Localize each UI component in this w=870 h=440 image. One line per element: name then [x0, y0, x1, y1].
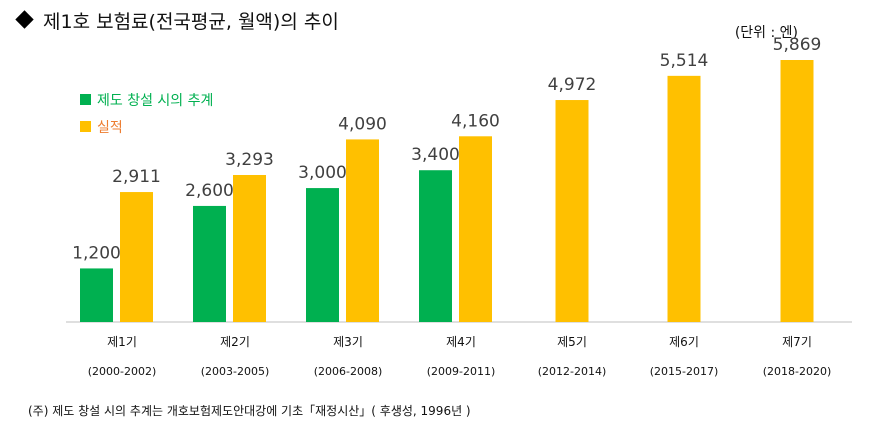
data-label-actual-6: 5,514: [660, 51, 709, 71]
unit-label: (단위 : 엔): [734, 25, 798, 41]
bar-actual-2: [233, 174, 266, 322]
legend-swatch-plan: [80, 94, 91, 105]
bar-actual-1: [120, 192, 153, 322]
x-tick-label-1: 제1기: [107, 335, 137, 349]
x-tick-label-5: 제5기: [557, 335, 587, 349]
bar-plan-4: [419, 170, 452, 322]
bar-actual-3: [346, 139, 379, 322]
x-period-label-1: (2000-2002): [88, 365, 157, 378]
bar-actual-7: [780, 60, 814, 322]
legend-item-actual: 실적: [80, 113, 213, 140]
data-label-actual-1: 2,911: [112, 167, 161, 187]
x-period-label-3: (2006-2008): [314, 365, 383, 378]
bar-actual-5: [555, 100, 589, 323]
chart-title-text: 제1호 보험료(전국평균, 월액)의 추이: [43, 11, 339, 33]
bar-actual-6: [667, 75, 701, 322]
x-tick-label-7: 제7기: [782, 335, 812, 349]
footnote: (주) 제도 창설 시의 추계는 개호보험제도안대강에 기초「재정시산」( 후생…: [28, 404, 471, 418]
legend: 제도 창설 시의 추계 실적: [80, 86, 213, 140]
data-label-actual-4: 4,160: [451, 111, 500, 131]
bar-plan-2: [193, 205, 226, 322]
x-period-label-7: (2018-2020): [763, 365, 832, 378]
data-label-actual-3: 4,090: [338, 114, 387, 134]
x-period-label-4: (2009-2011): [427, 365, 496, 378]
data-label-actual-2: 3,293: [225, 150, 274, 170]
bar-plan-3: [306, 188, 339, 322]
chart-title: 제1호 보험료(전국평균, 월액)의 추이: [14, 7, 339, 34]
legend-swatch-actual: [80, 121, 91, 132]
legend-item-plan: 제도 창설 시의 추계: [80, 86, 213, 113]
data-label-actual-7: 5,869: [773, 35, 822, 55]
bar-plan-1: [80, 268, 113, 322]
data-label-plan-3: 3,000: [298, 163, 347, 183]
data-label-actual-5: 4,972: [548, 75, 597, 95]
x-tick-label-2: 제2기: [220, 335, 250, 349]
x-tick-label-3: 제3기: [333, 335, 363, 349]
x-tick-label-4: 제4기: [446, 335, 476, 349]
x-period-label-5: (2012-2014): [538, 365, 607, 378]
bar-actual-4: [459, 136, 492, 322]
data-label-plan-4: 3,400: [411, 145, 460, 165]
data-label-plan-1: 1,200: [72, 243, 121, 263]
legend-label-plan: 제도 창설 시의 추계: [97, 92, 214, 109]
x-period-label-6: (2015-2017): [650, 365, 719, 378]
x-period-label-2: (2003-2005): [201, 365, 270, 378]
x-tick-label-6: 제6기: [669, 335, 699, 349]
data-label-plan-2: 2,600: [185, 181, 234, 201]
legend-label-actual: 실적: [97, 119, 123, 136]
